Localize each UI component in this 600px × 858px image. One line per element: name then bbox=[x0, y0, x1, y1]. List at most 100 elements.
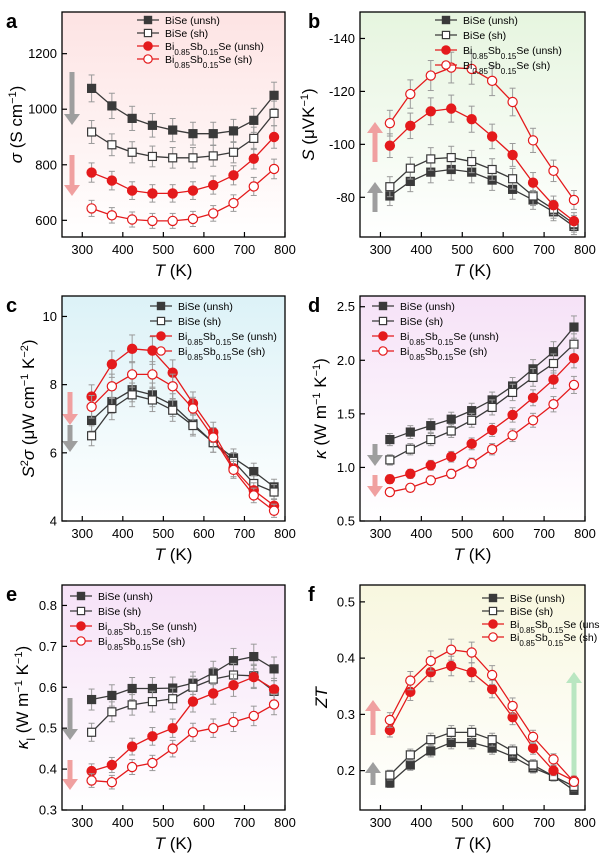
data-point bbox=[228, 716, 239, 728]
data-point bbox=[486, 444, 498, 455]
data-point bbox=[405, 468, 416, 480]
legend-marker bbox=[143, 54, 153, 64]
x-tick-label: 700 bbox=[533, 242, 555, 257]
trend-arrow-head bbox=[367, 182, 383, 193]
data-point bbox=[228, 197, 239, 209]
data-point bbox=[426, 746, 436, 756]
data-point bbox=[446, 660, 457, 672]
data-point bbox=[188, 420, 198, 431]
data-point bbox=[86, 167, 97, 178]
chart-panel-a: 300 400 500 600 700 800 600 800 1000 1200 T (K) σ (… bbox=[6, 11, 296, 280]
x-axis-label: T (K) bbox=[454, 545, 492, 564]
y-axis-label: κl (W m−1 K−1) bbox=[13, 646, 38, 749]
y-tick-label: 0.6 bbox=[39, 680, 57, 695]
data-point bbox=[187, 213, 199, 225]
x-tick-label: 400 bbox=[411, 526, 433, 541]
data-point bbox=[188, 129, 198, 139]
data-point bbox=[268, 505, 280, 516]
data-point bbox=[507, 409, 518, 421]
data-point bbox=[446, 103, 457, 114]
data-point bbox=[466, 666, 477, 678]
data-point bbox=[568, 215, 580, 227]
trend-arrow-head bbox=[62, 414, 78, 425]
y-tick-label: 8 bbox=[50, 377, 57, 392]
data-point bbox=[208, 432, 219, 443]
trend-arrow-head bbox=[367, 455, 383, 466]
data-point bbox=[268, 699, 280, 710]
x-tick-label: 300 bbox=[370, 526, 392, 541]
data-point bbox=[507, 387, 518, 398]
y-tick-label: 0.5 bbox=[337, 514, 355, 529]
series-line bbox=[91, 168, 275, 222]
trend-arrow-head bbox=[566, 672, 582, 683]
series-line bbox=[91, 348, 275, 507]
x-tick-label: 800 bbox=[274, 242, 296, 257]
y-tick-label: -140 bbox=[329, 31, 355, 46]
x-tick-label: 500 bbox=[451, 815, 473, 830]
legend-marker bbox=[143, 28, 153, 38]
chart-panel-d: 300 400 500 600 700 800 0.5 1.0 1.5 2.0 2.5 T (K) κ … bbox=[308, 295, 596, 564]
trend-arrow-head bbox=[367, 486, 383, 497]
data-point bbox=[107, 403, 117, 414]
legend: BiSe (unsh)BiSe (sh)Bi0.85Sb0.15Se (unsh… bbox=[482, 593, 600, 648]
legend-label: BiSe (unsh) bbox=[463, 15, 518, 27]
data-point bbox=[249, 115, 259, 125]
data-point bbox=[486, 669, 498, 681]
data-point bbox=[385, 434, 395, 445]
data-point bbox=[446, 644, 457, 655]
legend-marker bbox=[441, 15, 451, 25]
data-point bbox=[106, 175, 118, 186]
data-point bbox=[527, 731, 539, 743]
data-point bbox=[467, 156, 477, 167]
series-line bbox=[91, 655, 275, 701]
x-tick-label: 700 bbox=[533, 815, 555, 830]
legend-label: Bi0.85Sb0.15Se (sh) bbox=[510, 632, 597, 648]
data-point bbox=[446, 451, 457, 462]
data-point bbox=[249, 133, 259, 143]
y-tick-label: 0.3 bbox=[39, 803, 57, 818]
data-point bbox=[126, 761, 138, 773]
data-point bbox=[466, 457, 477, 469]
data-point bbox=[385, 770, 395, 780]
x-tick-label: 300 bbox=[71, 815, 93, 830]
data-point bbox=[187, 696, 199, 707]
legend-item-bise_sh: BiSe (sh) bbox=[70, 606, 141, 618]
series-line bbox=[389, 649, 575, 783]
y-axis-label: σ (S cm−1) bbox=[7, 86, 26, 164]
data-point bbox=[568, 776, 580, 788]
data-point bbox=[405, 163, 415, 173]
data-point bbox=[127, 683, 137, 694]
data-point bbox=[528, 372, 538, 383]
data-point bbox=[269, 108, 279, 118]
data-point bbox=[188, 682, 198, 692]
data-point bbox=[268, 684, 280, 695]
trend-arrow-head bbox=[62, 441, 78, 452]
data-point bbox=[86, 727, 97, 737]
series-bisbse_sh bbox=[384, 375, 580, 498]
data-point bbox=[425, 70, 436, 81]
x-tick-label: 800 bbox=[574, 526, 596, 541]
series-line bbox=[91, 703, 275, 783]
x-axis-label: T (K) bbox=[155, 261, 193, 280]
series-line bbox=[91, 373, 275, 512]
legend-label: BiSe (sh) bbox=[510, 606, 553, 618]
data-point bbox=[167, 188, 178, 199]
data-point bbox=[507, 174, 518, 184]
data-point bbox=[548, 165, 559, 177]
y-tick-label: -120 bbox=[329, 84, 355, 99]
data-point bbox=[528, 760, 538, 770]
chart-panel-b: 300 400 500 600 700 800 -80 -100 -120 -140 T (K) S … bbox=[299, 11, 596, 280]
data-point bbox=[384, 140, 396, 151]
x-tick-label: 500 bbox=[153, 815, 175, 830]
data-point bbox=[425, 106, 436, 117]
legend-marker bbox=[378, 346, 388, 356]
data-point bbox=[147, 188, 158, 199]
legend: BiSe (unsh)BiSe (sh)Bi0.85Sb0.15Se (unsh… bbox=[372, 301, 499, 362]
legend-label: Bi0.85Sb0.15Se (unsh) bbox=[400, 331, 499, 347]
legend-label: BiSe (sh) bbox=[178, 316, 221, 328]
data-point bbox=[106, 759, 118, 771]
legend-marker bbox=[156, 331, 166, 341]
y-tick-label: 0.4 bbox=[39, 762, 57, 777]
legend-item-bise_sh: BiSe (sh) bbox=[137, 28, 208, 40]
